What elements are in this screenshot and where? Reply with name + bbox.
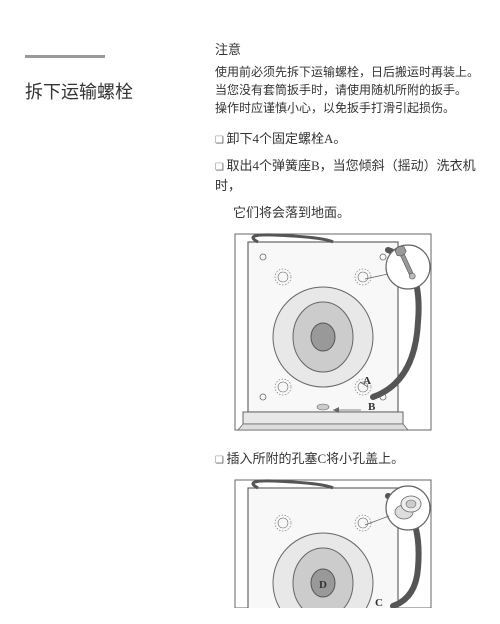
step-text: 插入所附的孔塞C将小孔盖上。 [226,451,404,466]
step-1: 卸下4个固定螺栓A。 [215,129,485,150]
notice-heading: 注意 [215,40,485,61]
notice-line: 使用前必须先拆下运输螺栓，日后搬运时再装上。 [215,63,485,81]
notice-line: 当您没有套筒扳手时，请使用随机所附的扳手。 [215,81,485,99]
step-3: 插入所附的孔塞C将小孔盖上。 [215,449,485,470]
step-text: 卸下4个固定螺栓A。 [226,131,346,146]
label-a: A [363,375,371,387]
label-c: C [375,597,383,608]
notice-line: 操作时应谨慎小心，以免扳手打滑引起损伤。 [215,99,485,117]
step-2-cont: 它们将会落到地面。 [215,203,485,224]
title-accent-bar [25,55,105,58]
left-column: 拆下运输螺栓 [25,55,195,107]
section-title: 拆下运输螺栓 [25,78,195,107]
right-column: 注意 使用前必须先拆下运输螺栓，日后搬运时再装上。 当您没有套筒扳手时，请使用随… [215,40,485,624]
label-b: B [368,401,376,413]
step-2: 取出4个弹簧座B，当您倾斜（摇动）洗衣机时， [215,156,485,198]
diagram-1-washer-back: A B [233,232,485,439]
diagram-2-washer-plugs: D C [233,478,485,615]
notice-body: 使用前必须先拆下运输螺栓，日后搬运时再装上。 当您没有套筒扳手时，请使用随机所附… [215,63,485,117]
label-d: D [319,579,327,591]
step-text: 取出4个弹簧座B，当您倾斜（摇动）洗衣机时， [215,158,476,194]
